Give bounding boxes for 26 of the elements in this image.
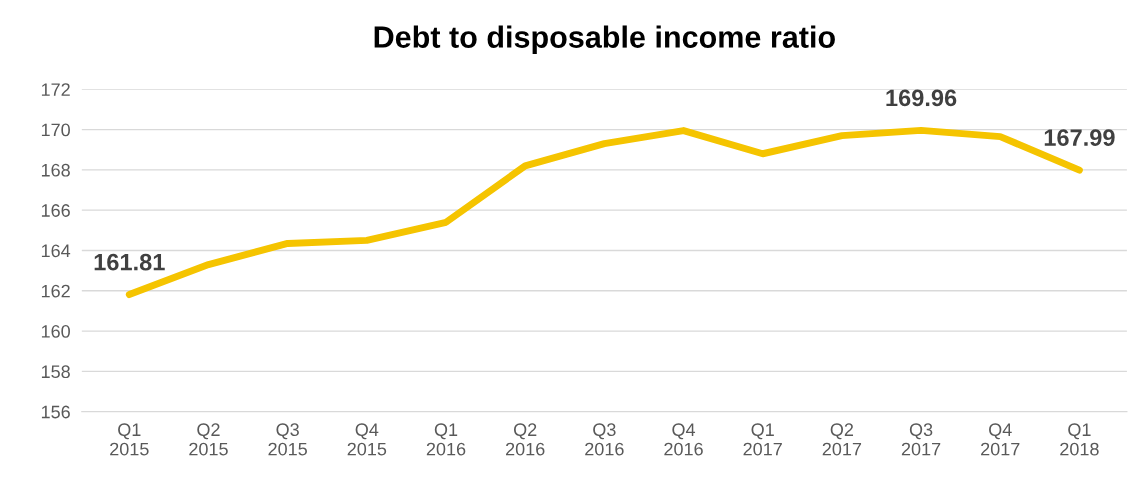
y-tick-label: 164 (41, 244, 71, 258)
x-tick-label: Q3 2016 (585, 423, 624, 456)
x-tick-label: Q4 2015 (347, 423, 387, 456)
y-tick-label: 172 (41, 83, 70, 96)
x-tick-label: Q3 2015 (268, 423, 307, 456)
y-tick-label: 166 (41, 204, 70, 217)
data-label: 161.81 (94, 253, 165, 271)
y-tick-label: 162 (41, 284, 70, 298)
y-tick-label: 160 (41, 325, 70, 338)
data-label: 169.96 (886, 89, 957, 107)
x-tick-label: Q2 2016 (506, 423, 545, 456)
x-tick-label: Q2 2015 (189, 423, 228, 456)
x-tick-label: Q4 2016 (664, 423, 703, 456)
x-tick-label: Q1 2018 (1060, 423, 1099, 456)
y-tick-label: 156 (41, 405, 70, 419)
x-tick-label: Q1 2016 (426, 423, 466, 456)
y-tick-label: 168 (41, 163, 70, 177)
x-tick-label: Q4 2017 (981, 423, 1020, 456)
x-tick-label: Q1 2017 (743, 423, 782, 456)
y-tick-label: 158 (41, 365, 70, 379)
x-tick-label: Q2 2017 (822, 423, 862, 456)
data-label: 167.99 (1044, 129, 1115, 146)
y-tick-label: 170 (41, 123, 70, 137)
x-tick-label: Q3 2017 (901, 423, 941, 456)
x-tick-label: Q1 2015 (110, 423, 149, 456)
chart-title: Debt to disposable income ratio (374, 25, 835, 54)
